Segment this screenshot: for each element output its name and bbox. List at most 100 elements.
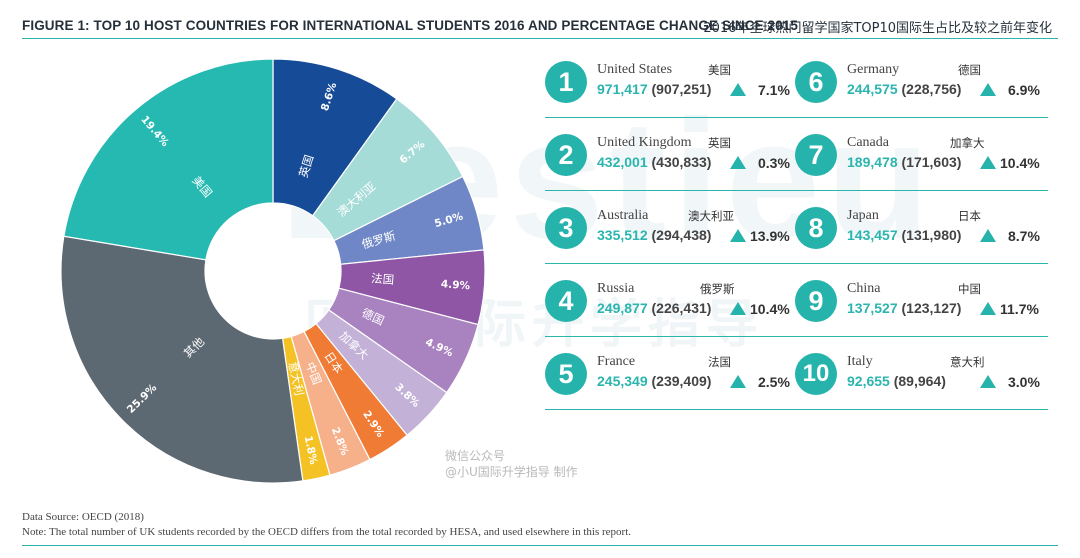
credit-line-1: 微信公众号 [445,449,506,463]
student-count: 244,575 (228,756) [847,81,961,97]
slice-label-3: 法国 [371,271,395,287]
student-count: 432,001 (430,833) [597,154,711,170]
row-divider [545,190,1048,191]
percent-change: 0.3% [758,155,790,171]
count-2015: (294,438) [647,227,712,243]
credit-line-2: @小U国际升学指导 制作 [445,465,578,479]
country-name-chinese: 法国 [708,355,731,369]
count-2015: (131,980) [897,227,962,243]
percent-change: 13.9% [750,228,790,244]
donut-slice-9 [60,235,304,484]
percent-change: 6.9% [1008,82,1040,98]
count-2015: (89,964) [889,373,946,389]
country-name: Italy [847,354,873,369]
student-count: 971,417 (907,251) [597,81,711,97]
increase-arrow-icon [730,83,746,96]
country-name-chinese: 意大利 [950,355,985,369]
student-count: 137,527 (123,127) [847,300,961,316]
country-item: 3 Australia 澳大利亚 335,512 (294,438) 13.9% [545,198,800,258]
percent-change: 7.1% [758,82,790,98]
count-2015: (228,756) [897,81,962,97]
country-name: Australia [597,208,649,223]
rank-badge: 2 [545,134,587,176]
row-divider [545,263,1048,264]
slice-label-8: 意大利 [286,360,307,397]
data-source: Data Source: OECD (2018) [22,511,144,523]
percent-change: 8.7% [1008,228,1040,244]
figure-title: FIGURE 1: TOP 10 HOST COUNTRIES FOR INTE… [22,18,798,33]
count-2016: 137,527 [847,300,898,316]
rank-badge: 5 [545,353,587,395]
row-divider [545,336,1048,337]
rank-badge: 4 [545,280,587,322]
country-name-chinese: 中国 [958,282,981,296]
country-name-chinese: 美国 [708,63,731,77]
student-count: 249,877 (226,431) [597,300,711,316]
footer-notes: Data Source: OECD (2018) Note: The total… [22,510,631,540]
slice-percent-8: 1.8% [302,435,320,466]
footnote: Note: The total number of UK students re… [22,526,632,538]
country-item: 5 France 法国 245,349 (239,409) 2.5% [545,344,800,404]
country-name-chinese: 日本 [958,209,981,223]
rank-badge: 6 [795,61,837,103]
count-2016: 249,877 [597,300,648,316]
count-2016: 143,457 [847,227,898,243]
increase-arrow-icon [730,156,746,169]
country-name-chinese: 德国 [958,63,981,77]
increase-arrow-icon [980,375,996,388]
country-name-chinese: 澳大利亚 [688,209,734,223]
rank-badge: 8 [795,207,837,249]
increase-arrow-icon [980,229,996,242]
count-2015: (123,127) [897,300,962,316]
country-name: Russia [597,281,635,296]
percent-change: 10.4% [1000,155,1040,171]
country-name: France [597,354,636,369]
count-2015: (430,833) [647,154,712,170]
row-divider [545,409,1048,410]
country-item: 8 Japan 日本 143,457 (131,980) 8.7% [795,198,1050,258]
country-name-chinese: 俄罗斯 [700,282,735,296]
increase-arrow-icon [980,83,996,96]
rank-badge: 3 [545,207,587,249]
student-count: 143,457 (131,980) [847,227,961,243]
student-count: 335,512 (294,438) [597,227,711,243]
country-item: 6 Germany 德国 244,575 (228,756) 6.9% [795,52,1050,112]
increase-arrow-icon [980,302,996,315]
count-2015: (226,431) [647,300,712,316]
percent-change: 10.4% [750,301,790,317]
country-item: 1 United States 美国 971,417 (907,251) 7.1% [545,52,800,112]
increase-arrow-icon [730,302,746,315]
count-2015: (171,603) [897,154,962,170]
country-name: Canada [847,135,889,150]
student-count: 92,655 (89,964) [847,373,946,389]
country-name: United States [597,62,673,77]
count-2016: 245,349 [597,373,648,389]
count-2016: 244,575 [847,81,898,97]
count-2016: 92,655 [847,373,890,389]
country-item: 9 China 中国 137,527 (123,127) 11.7% [795,271,1050,331]
percent-change: 2.5% [758,374,790,390]
count-2015: (907,251) [647,81,712,97]
rank-badge: 9 [795,280,837,322]
donut-slice-10 [63,58,274,261]
country-name: China [847,281,881,296]
country-item: 10 Italy 意大利 92,655 (89,964) 3.0% [795,344,1050,404]
country-name: Germany [847,62,900,77]
increase-arrow-icon [730,375,746,388]
author-credit: 微信公众号 @小U国际升学指导 制作 [445,448,578,480]
slice-label-0: 英国 [296,153,316,179]
figure-header: FIGURE 1: TOP 10 HOST COUNTRIES FOR INTE… [22,8,1058,39]
count-2016: 189,478 [847,154,898,170]
figure-title-chinese: 2016年全球热门留学国家TOP10国际生占比及较之前年变化 [703,21,1052,36]
count-2016: 971,417 [597,81,648,97]
increase-arrow-icon [980,156,996,169]
country-item: 2 United Kingdom 英国 432,001 (430,833) 0.3% [545,125,800,185]
rank-badge: 7 [795,134,837,176]
country-item: 4 Russia 俄罗斯 249,877 (226,431) 10.4% [545,271,800,331]
percent-change: 3.0% [1008,374,1040,390]
row-divider [545,117,1048,118]
rank-badge: 10 [795,353,837,395]
student-count: 189,478 (171,603) [847,154,961,170]
country-name: Japan [847,208,879,223]
